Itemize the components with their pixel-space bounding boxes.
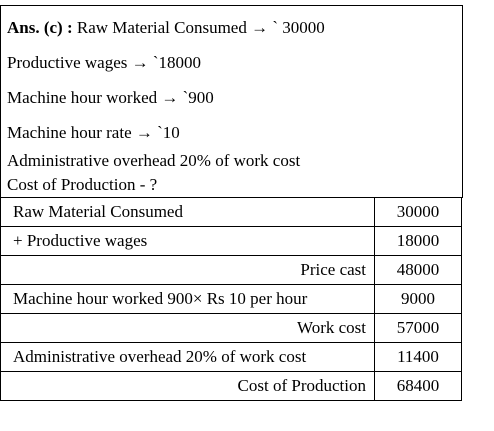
row-label: Machine hour worked 900× Rs 10 per hour	[0, 284, 375, 314]
row-label: Raw Material Consumed	[0, 197, 375, 227]
answer-line: Ans. (c) : Raw Material Consumed → ` 300…	[7, 18, 325, 38]
cost-calculation-table: Raw Material Consumed 30000 + Productive…	[0, 197, 462, 401]
machine-hours-given: Machine hour worked → `900	[7, 88, 214, 107]
table-row: Work cost 57000	[0, 313, 462, 343]
row-label: Price cast	[0, 255, 375, 285]
admin-overhead-given: Administrative overhead 20% of work cost	[7, 151, 301, 170]
row-value: 9000	[374, 284, 462, 314]
row-value: 18000	[374, 226, 462, 256]
machine-rate-given: Machine hour rate → `10	[7, 123, 180, 142]
productive-wages-given: Productive wages → `18000	[7, 53, 202, 72]
given-data-box: Ans. (c) : Raw Material Consumed → ` 300…	[0, 5, 463, 198]
row-label: Work cost	[0, 313, 375, 343]
row-value: 68400	[374, 371, 462, 401]
table-row: Cost of Production 68400	[0, 371, 462, 401]
table-row: Raw Material Consumed 30000	[0, 197, 462, 227]
table-row: Administrative overhead 20% of work cost…	[0, 342, 462, 372]
row-value: 57000	[374, 313, 462, 343]
row-label: + Productive wages	[0, 226, 375, 256]
row-value: 30000	[374, 197, 462, 227]
raw-material-given: Raw Material Consumed → ` 30000	[76, 18, 325, 37]
row-label: Administrative overhead 20% of work cost	[0, 342, 375, 372]
table-row: Price cast 48000	[0, 255, 462, 285]
row-value: 48000	[374, 255, 462, 285]
answer-label: Ans. (c) :	[7, 18, 73, 37]
question-line: Cost of Production - ?	[7, 175, 158, 194]
table-row: + Productive wages 18000	[0, 226, 462, 256]
table-row: Machine hour worked 900× Rs 10 per hour …	[0, 284, 462, 314]
row-label: Cost of Production	[0, 371, 375, 401]
row-value: 11400	[374, 342, 462, 372]
